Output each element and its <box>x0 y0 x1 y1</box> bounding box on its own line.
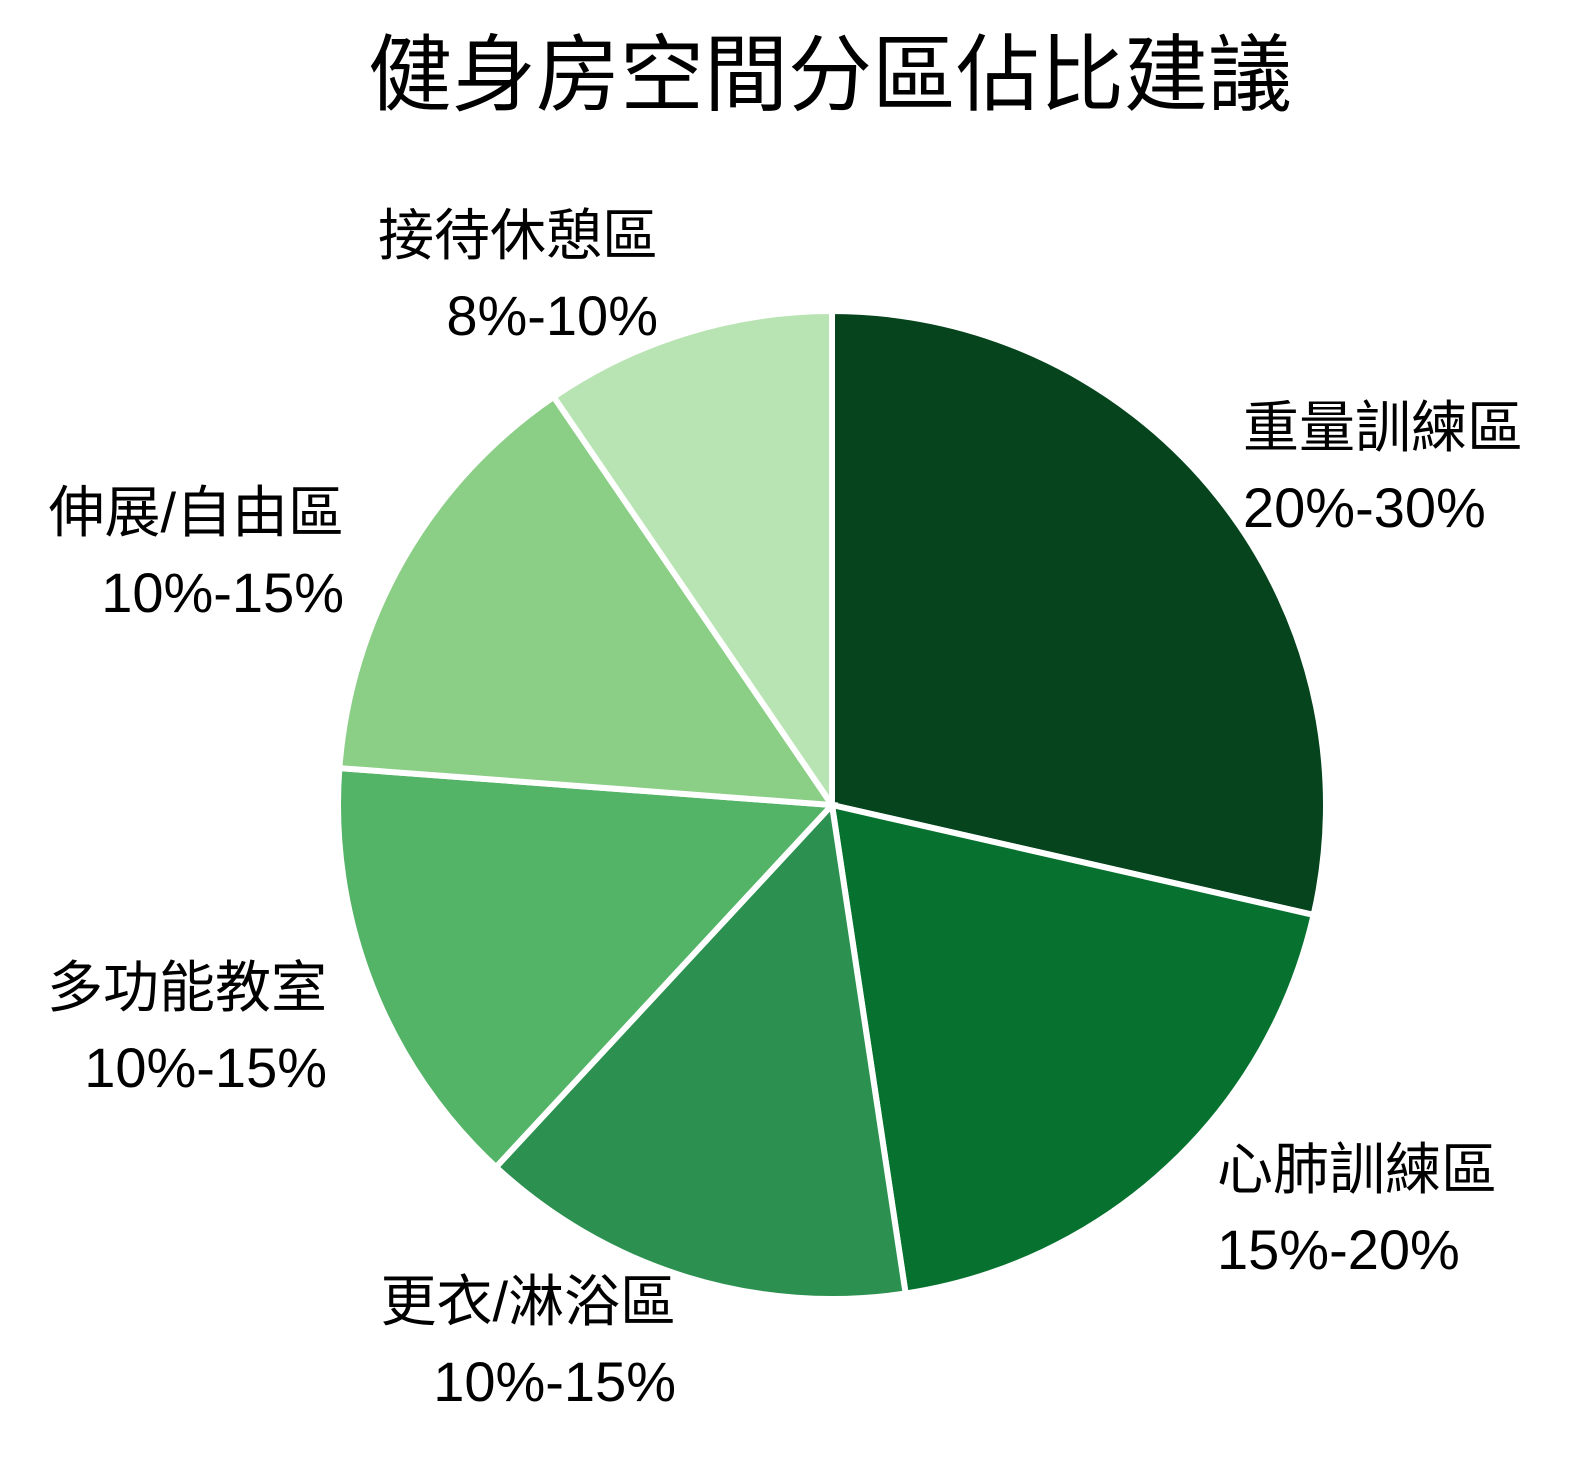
slice-range: 10%-15% <box>101 561 344 624</box>
pie-slice-3 <box>334 764 839 1172</box>
pie-slice-2 <box>491 798 910 1302</box>
slice-label-0: 重量訓練區 20%-30% <box>1243 388 1523 548</box>
slice-name: 更衣/淋浴區 <box>380 1270 676 1333</box>
slice-label-1: 心肺訓練區 15%-20% <box>1217 1130 1497 1290</box>
chart-title: 健身房空間分區佔比建議 <box>367 28 1292 122</box>
pie-slice-5 <box>549 307 835 815</box>
slice-range: 10%-15% <box>433 1350 676 1413</box>
slice-name: 伸展/自由區 <box>48 481 344 544</box>
slice-name: 心肺訓練區 <box>1217 1138 1497 1201</box>
slice-label-4: 伸展/自由區 10%-15% <box>48 473 344 633</box>
pie-chart <box>334 307 1329 1302</box>
pie-slice-4 <box>336 392 838 809</box>
slice-name: 重量訓練區 <box>1243 396 1523 459</box>
slice-label-5: 接待休憩區 8%-10% <box>378 196 658 356</box>
slice-range: 20%-30% <box>1243 476 1486 539</box>
slice-name: 接待休憩區 <box>378 204 658 267</box>
slice-range: 8%-10% <box>446 284 658 347</box>
slice-label-2: 更衣/淋浴區 10%-15% <box>380 1262 676 1422</box>
slice-range: 15%-20% <box>1217 1218 1460 1281</box>
pie-slice-1 <box>828 801 1318 1297</box>
slice-name: 多功能教室 <box>47 956 327 1019</box>
slice-range: 10%-15% <box>84 1036 327 1099</box>
pie-slice-0 <box>829 307 1329 919</box>
slice-label-3: 多功能教室 10%-15% <box>47 948 327 1108</box>
